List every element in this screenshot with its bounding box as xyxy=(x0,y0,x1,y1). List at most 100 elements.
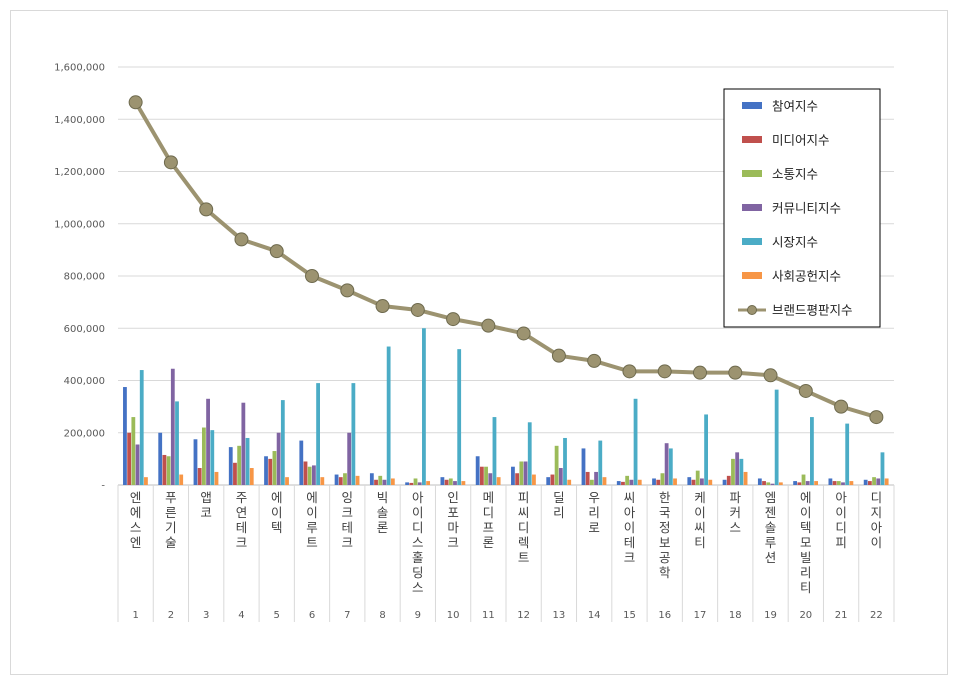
legend-marker xyxy=(747,305,757,315)
bar xyxy=(884,478,889,485)
bar xyxy=(810,417,814,485)
bar xyxy=(210,430,215,485)
bar xyxy=(872,477,876,485)
line-point xyxy=(622,364,637,379)
bar xyxy=(264,456,268,485)
bar xyxy=(417,482,422,485)
bar xyxy=(656,479,661,485)
bar xyxy=(162,454,167,485)
legend-label: 참여지수 xyxy=(772,99,818,114)
line-point xyxy=(269,244,284,259)
bar xyxy=(139,370,144,485)
bar xyxy=(488,473,493,485)
bar xyxy=(527,422,532,485)
bar xyxy=(629,479,634,485)
rank-labels: 1 2 3 4 5 6 7 8 9 10 11 12 13 14 15 16 17 18 19 20 21 22 xyxy=(132,610,882,621)
bar xyxy=(422,328,426,485)
rank-label: 4 xyxy=(238,610,244,621)
bar xyxy=(233,462,237,485)
bar xyxy=(757,478,762,485)
y-tick-label: 400,000 xyxy=(64,376,105,387)
bar xyxy=(386,346,391,485)
rank-label: 19 xyxy=(764,610,777,621)
bar xyxy=(303,461,308,485)
bar xyxy=(511,466,515,485)
bar xyxy=(704,414,708,485)
y-tick-label: 1,000,000 xyxy=(54,219,105,230)
line-point xyxy=(587,353,602,368)
bar xyxy=(828,478,833,485)
legend-label: 사회공헌지수 xyxy=(772,269,841,284)
bar xyxy=(814,481,819,485)
bar xyxy=(845,423,850,485)
bar xyxy=(621,481,625,485)
legend-swatch xyxy=(742,238,762,245)
bar xyxy=(193,439,198,485)
bar xyxy=(307,466,312,485)
series-line xyxy=(133,101,877,419)
bar xyxy=(123,387,127,485)
bar xyxy=(285,477,289,485)
bar xyxy=(179,474,184,485)
bar xyxy=(320,477,325,485)
rank-label: 17 xyxy=(694,610,707,621)
line-point xyxy=(128,95,143,110)
rank-label: 9 xyxy=(415,610,421,621)
bar xyxy=(841,482,845,485)
bar xyxy=(805,481,810,485)
bar xyxy=(280,400,285,485)
bar xyxy=(343,473,347,485)
line-point xyxy=(199,202,214,217)
line-point xyxy=(728,365,743,380)
rank-label: 2 xyxy=(168,610,174,621)
bar xyxy=(563,437,567,485)
legend-swatch xyxy=(742,170,762,177)
bar xyxy=(237,445,242,485)
bar xyxy=(144,477,148,485)
line-point xyxy=(798,383,813,398)
y-tick-label: 800,000 xyxy=(64,272,105,283)
bar xyxy=(589,479,594,485)
bar xyxy=(457,349,462,485)
bar xyxy=(797,482,802,485)
legend-label: 미디어지수 xyxy=(772,133,830,148)
bar xyxy=(558,468,563,485)
bar xyxy=(484,466,488,485)
bar xyxy=(374,479,378,485)
bar xyxy=(585,471,590,485)
bar xyxy=(444,479,449,485)
bar xyxy=(523,461,528,485)
line-point xyxy=(693,365,707,380)
bar xyxy=(673,478,677,485)
y-tick-label: 1,400,000 xyxy=(54,115,105,126)
bar xyxy=(241,402,246,485)
line-point xyxy=(834,399,849,414)
bar xyxy=(637,479,642,485)
bar xyxy=(836,481,841,485)
bar xyxy=(652,478,656,485)
legend-swatch xyxy=(742,204,762,211)
bar xyxy=(880,452,885,485)
bar xyxy=(166,456,171,485)
bar xyxy=(413,478,418,485)
y-tick-label: - xyxy=(101,481,105,492)
bar xyxy=(832,481,837,485)
bar xyxy=(206,398,210,485)
bar xyxy=(299,440,304,485)
bar xyxy=(131,417,136,485)
bar xyxy=(770,483,775,485)
y-tick-label: 200,000 xyxy=(64,428,105,439)
bar xyxy=(602,477,607,485)
